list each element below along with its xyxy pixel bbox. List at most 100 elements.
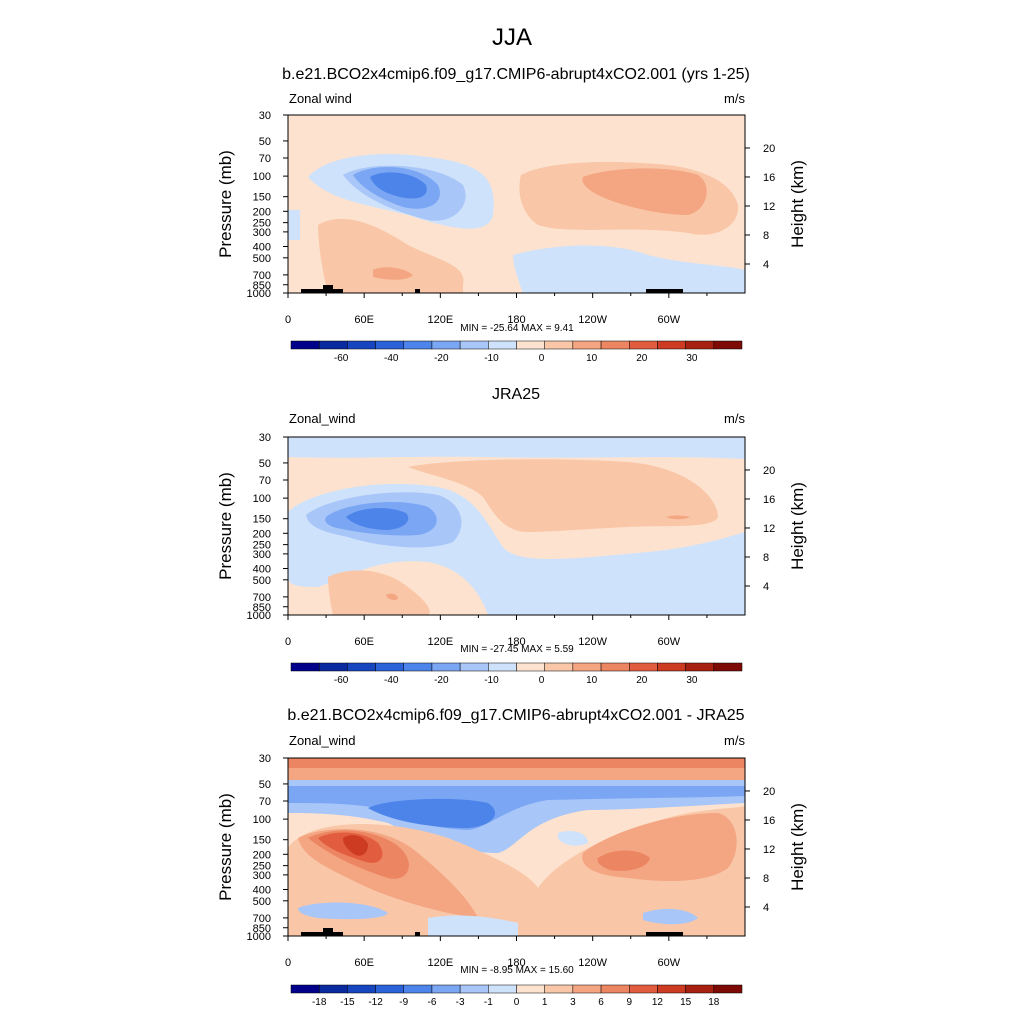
colorbar-label: -20 [434, 675, 449, 686]
colorbar-swatch [318, 984, 348, 994]
y-tick-label: 30 [259, 432, 271, 444]
y-tick-label: 200 [253, 528, 271, 540]
colorbar-label: -60 [334, 675, 349, 686]
panel-1: b.e21.BCO2x4cmip6.f09_g17.CMIP6-abrupt4x… [216, 66, 807, 364]
panel-2-colorbar: -60 -40 -20 -10 0 10 20 30 [290, 662, 743, 686]
colorbar-swatch [685, 984, 715, 994]
y-tick-label: 70 [259, 796, 271, 808]
colorbar-swatch [459, 662, 489, 672]
panel-2: JRA25 Zonal_wind m/s 3050701001502002503… [216, 386, 807, 686]
colorbar-label: -10 [484, 675, 499, 686]
page-title: JJA [492, 24, 532, 51]
colorbar-swatch [572, 984, 602, 994]
y2-tick-label: 12 [763, 844, 775, 856]
colorbar-swatch [600, 984, 630, 994]
colorbar-label: -40 [384, 675, 399, 686]
panel-1-colorbar: -60 -40 -20 -10 0 10 20 30 [290, 340, 743, 364]
panel-1-left-label: Zonal wind [289, 91, 352, 106]
colorbar-swatch [657, 340, 686, 350]
panel-2-contour-top-blue [288, 437, 745, 459]
colorbar-label: 0 [539, 675, 545, 686]
colorbar-swatch [516, 662, 545, 672]
colorbar-swatch [544, 984, 574, 994]
colorbar-label: 10 [586, 675, 598, 686]
y-tick-label: 1000 [247, 610, 271, 622]
x-tick-label: 60E [354, 636, 374, 648]
x-tick-label: 120E [427, 314, 453, 326]
y2-tick-label: 20 [763, 143, 775, 155]
panel-2-contour-light-red-east [408, 459, 718, 532]
x-tick-label: 120E [427, 957, 453, 969]
colorbar-swatch [459, 984, 489, 994]
panel-3-plot [287, 757, 746, 937]
colorbar-label: 0 [539, 353, 545, 364]
y-axis-title: Pressure (mb) [216, 472, 235, 580]
colorbar-swatch [713, 984, 743, 994]
y2-axis-title: Height (km) [788, 482, 807, 570]
x-tick-label: 120E [427, 636, 453, 648]
colorbar-swatch [685, 662, 715, 672]
y-tick-label: 250 [253, 540, 271, 552]
panel-3-contour-low-blue-east [558, 831, 588, 846]
panel-3-right-label: m/s [724, 733, 745, 748]
y-tick-label: 200 [253, 206, 271, 218]
y2-tick-label: 12 [763, 201, 775, 213]
colorbar-label: -6 [427, 997, 436, 1008]
x-tick-label: 0 [285, 957, 291, 969]
colorbar-swatch [685, 340, 715, 350]
panel-2-contour-light-red-low [328, 570, 430, 615]
colorbar-label: -9 [399, 997, 408, 1008]
colorbar-swatch [459, 340, 489, 350]
panel-3-contour-top-red [288, 758, 745, 768]
y2-tick-label: 8 [763, 230, 769, 242]
colorbar-swatch [572, 340, 602, 350]
colorbar-swatch [431, 984, 461, 994]
y2-tick-label: 16 [763, 494, 775, 506]
colorbar-swatch [431, 340, 461, 350]
colorbar-label: -18 [312, 997, 327, 1008]
colorbar-label: 10 [586, 353, 598, 364]
y-tick-label: 300 [253, 870, 271, 882]
y-tick-label: 500 [253, 253, 271, 265]
colorbar-label: 15 [680, 997, 692, 1008]
y-tick-label: 300 [253, 227, 271, 239]
colorbar-swatch [488, 662, 517, 672]
y-tick-label: 500 [253, 575, 271, 587]
y-tick-label: 150 [253, 514, 271, 526]
colorbar-swatch [431, 662, 461, 672]
panel-1-contour-light-blue-low [513, 245, 745, 293]
colorbar-swatch [713, 662, 743, 672]
panel-1-title: b.e21.BCO2x4cmip6.f09_g17.CMIP6-abrupt4x… [282, 66, 750, 83]
panel-3-contour-low-blue-west [298, 902, 388, 920]
colorbar-swatch [657, 662, 686, 672]
panel-1-contour-red-east [582, 168, 707, 215]
colorbar-swatch [488, 340, 517, 350]
y-tick-label: 100 [253, 814, 271, 826]
panel-3-stats: MIN = -8.95 MAX = 15.60 [460, 965, 574, 976]
colorbar-swatch [544, 662, 574, 672]
colorbar-label: -10 [484, 353, 499, 364]
colorbar-label: -12 [368, 997, 383, 1008]
panel-3-contour-blue-band [288, 786, 745, 830]
colorbar-swatch [375, 662, 404, 672]
y2-axis-title: Height (km) [788, 803, 807, 891]
panel-2-stats: MIN = -27.45 MAX = 5.59 [460, 644, 574, 655]
y2-tick-label: 4 [763, 259, 769, 271]
colorbar-swatch [544, 340, 574, 350]
x-tick-label: 120W [578, 314, 607, 326]
colorbar-swatch [629, 662, 658, 672]
panel-2-contour-red-low [386, 593, 398, 600]
colorbar-swatch [657, 984, 686, 994]
x-tick-label: 60E [354, 314, 374, 326]
x-tick-label: 180 [507, 314, 525, 326]
panel-2-plot [287, 436, 746, 616]
y-tick-label: 100 [253, 171, 271, 183]
y-tick-label: 70 [259, 475, 271, 487]
colorbar-swatch [347, 662, 376, 672]
y-tick-label: 850 [253, 923, 271, 935]
colorbar-swatch [403, 662, 433, 672]
panel-1-right-label: m/s [724, 91, 745, 106]
panel-2-left-label: Zonal_wind [289, 411, 356, 426]
